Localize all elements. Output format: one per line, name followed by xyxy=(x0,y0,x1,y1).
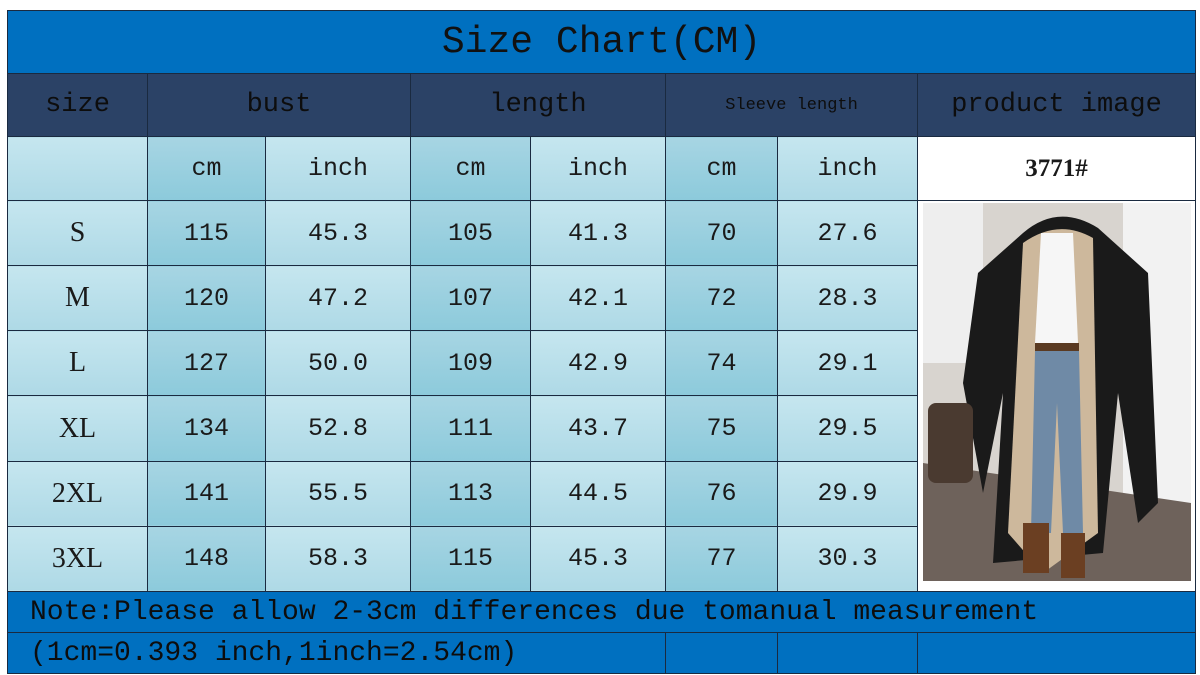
cell-len-cm: 107 xyxy=(410,265,531,332)
cell-sl-in: 29.1 xyxy=(777,330,918,397)
cell-len-cm: 105 xyxy=(410,199,531,267)
table-row: 3XL 148 58.3 115 45.3 77 30.3 xyxy=(7,525,1196,593)
cell-sl-cm: 70 xyxy=(665,199,778,267)
cell-sl-cm: 75 xyxy=(665,395,778,462)
cell-size: 2XL xyxy=(7,460,148,527)
unit-inch: inch xyxy=(530,136,666,201)
cell-size: S xyxy=(7,199,148,267)
cell-sl-in: 29.5 xyxy=(777,395,918,462)
note-blank-cell xyxy=(916,632,1197,674)
cell-bust-cm: 127 xyxy=(147,330,266,397)
cell-size: L xyxy=(7,330,148,397)
unit-cm: cm xyxy=(665,136,778,201)
product-image xyxy=(916,200,1197,592)
cell-len-in: 42.9 xyxy=(530,330,666,397)
unit-inch: inch xyxy=(777,136,918,201)
cell-bust-in: 45.3 xyxy=(265,199,411,267)
cell-len-cm: 115 xyxy=(410,525,531,593)
product-photo xyxy=(922,203,1191,581)
unit-inch: inch xyxy=(265,136,411,201)
cell-bust-cm: 141 xyxy=(147,460,266,527)
cell-len-in: 42.1 xyxy=(530,265,666,332)
cell-bust-in: 55.5 xyxy=(265,460,411,527)
cell-bust-cm: 134 xyxy=(147,395,266,462)
size-chart-table: Size Chart(CM) size bust length Sleeve l… xyxy=(6,10,1197,674)
cell-len-cm: 111 xyxy=(410,395,531,462)
unit-blank xyxy=(7,136,148,201)
cell-bust-cm: 115 xyxy=(147,199,266,267)
cell-size: XL xyxy=(7,395,148,462)
cell-len-cm: 109 xyxy=(410,330,531,397)
cell-len-in: 44.5 xyxy=(530,460,666,527)
cell-bust-cm: 148 xyxy=(147,525,266,593)
header-sleeve-length: Sleeve length xyxy=(665,73,918,137)
cell-sl-in: 27.6 xyxy=(777,199,918,267)
unit-cm: cm xyxy=(410,136,531,201)
note-blank-cell xyxy=(777,632,918,674)
note-text: Note:Please allow 2-3cm differences due … xyxy=(6,591,1197,633)
cell-len-in: 41.3 xyxy=(530,199,666,267)
cell-size: M xyxy=(7,265,148,332)
cell-sl-in: 29.9 xyxy=(777,460,918,527)
cell-len-cm: 113 xyxy=(410,460,531,527)
cell-bust-in: 47.2 xyxy=(265,265,411,332)
cell-bust-cm: 120 xyxy=(147,265,266,332)
cell-bust-in: 52.8 xyxy=(265,395,411,462)
header-bust: bust xyxy=(147,73,411,137)
cell-size: 3XL xyxy=(7,525,148,593)
cell-bust-in: 50.0 xyxy=(265,330,411,397)
header-size: size xyxy=(7,73,148,137)
cell-sl-cm: 77 xyxy=(665,525,778,593)
cell-sl-in: 28.3 xyxy=(777,265,918,332)
table-row: 2XL 141 55.5 113 44.5 76 29.9 xyxy=(7,460,1196,527)
table-row: M 120 47.2 107 42.1 72 28.3 xyxy=(7,265,1196,332)
header-product-image: product image xyxy=(916,73,1197,137)
note-blank-cell xyxy=(665,632,778,674)
table-row: XL 134 52.8 111 43.7 75 29.5 xyxy=(7,395,1196,462)
cell-len-in: 43.7 xyxy=(530,395,666,462)
cell-bust-in: 58.3 xyxy=(265,525,411,593)
table-row: L 127 50.0 109 42.9 74 29.1 xyxy=(7,330,1196,397)
header-length: length xyxy=(410,73,666,137)
table-row: S 115 45.3 105 41.3 70 27.6 xyxy=(7,199,1197,592)
cell-sl-cm: 72 xyxy=(665,265,778,332)
product-code: 3771# xyxy=(916,136,1197,201)
chart-title: Size Chart(CM) xyxy=(6,10,1197,74)
cell-sl-cm: 74 xyxy=(665,330,778,397)
conversion-text: (1cm=0.393 inch,1inch=2.54cm) xyxy=(7,632,666,674)
cell-len-in: 45.3 xyxy=(530,525,666,593)
unit-cm: cm xyxy=(147,136,266,201)
cell-sl-cm: 76 xyxy=(665,460,778,527)
cell-sl-in: 30.3 xyxy=(777,525,918,593)
